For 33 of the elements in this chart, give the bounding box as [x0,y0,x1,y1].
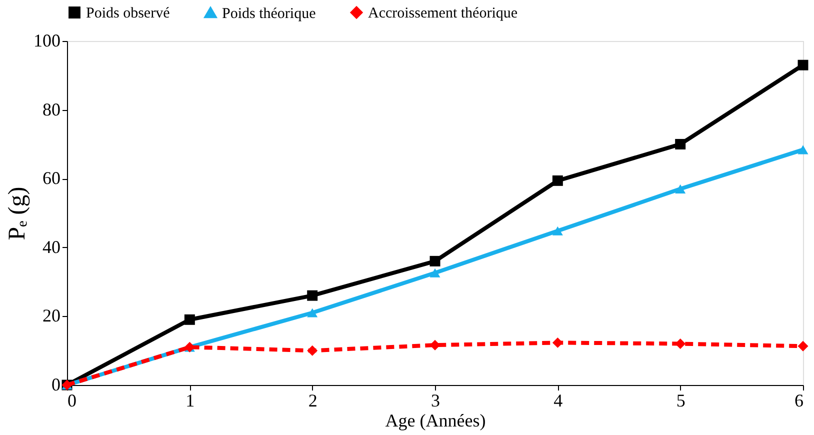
point [798,60,808,70]
point [307,290,318,301]
point [430,268,440,278]
x-tick-label: 4 [554,390,563,410]
point [552,337,563,348]
legend-label: Poids observé [86,6,170,22]
y-tick-label: 100 [34,30,60,50]
x-tick-label: 6 [794,390,804,410]
y-tick-label: 60 [42,168,60,188]
x-tick-label: 5 [676,390,686,410]
point [552,226,563,236]
legend-label: Poids théorique [222,6,316,22]
x-tick-label: 3 [431,390,440,410]
legend-label: Accroissement théorique [368,6,518,22]
y-tick-label: 80 [42,99,60,120]
y-tick-label: 0 [52,374,60,394]
x-tick-label: 0 [68,390,76,410]
y-tick-label: 40 [42,236,60,257]
x-tick-label: 2 [308,390,318,410]
point [307,308,318,318]
point [552,175,563,186]
point [798,340,808,352]
y-tick-label: 20 [42,306,60,326]
point [307,345,318,356]
point [184,314,195,325]
point [675,184,686,194]
point [675,138,686,150]
y-axis-title: Pₑ (g) [4,186,30,240]
x-axis-title: Age (Années) [385,410,486,430]
point [675,338,686,349]
point [430,256,440,266]
x-tick-label: 1 [186,390,195,410]
point [798,145,808,154]
